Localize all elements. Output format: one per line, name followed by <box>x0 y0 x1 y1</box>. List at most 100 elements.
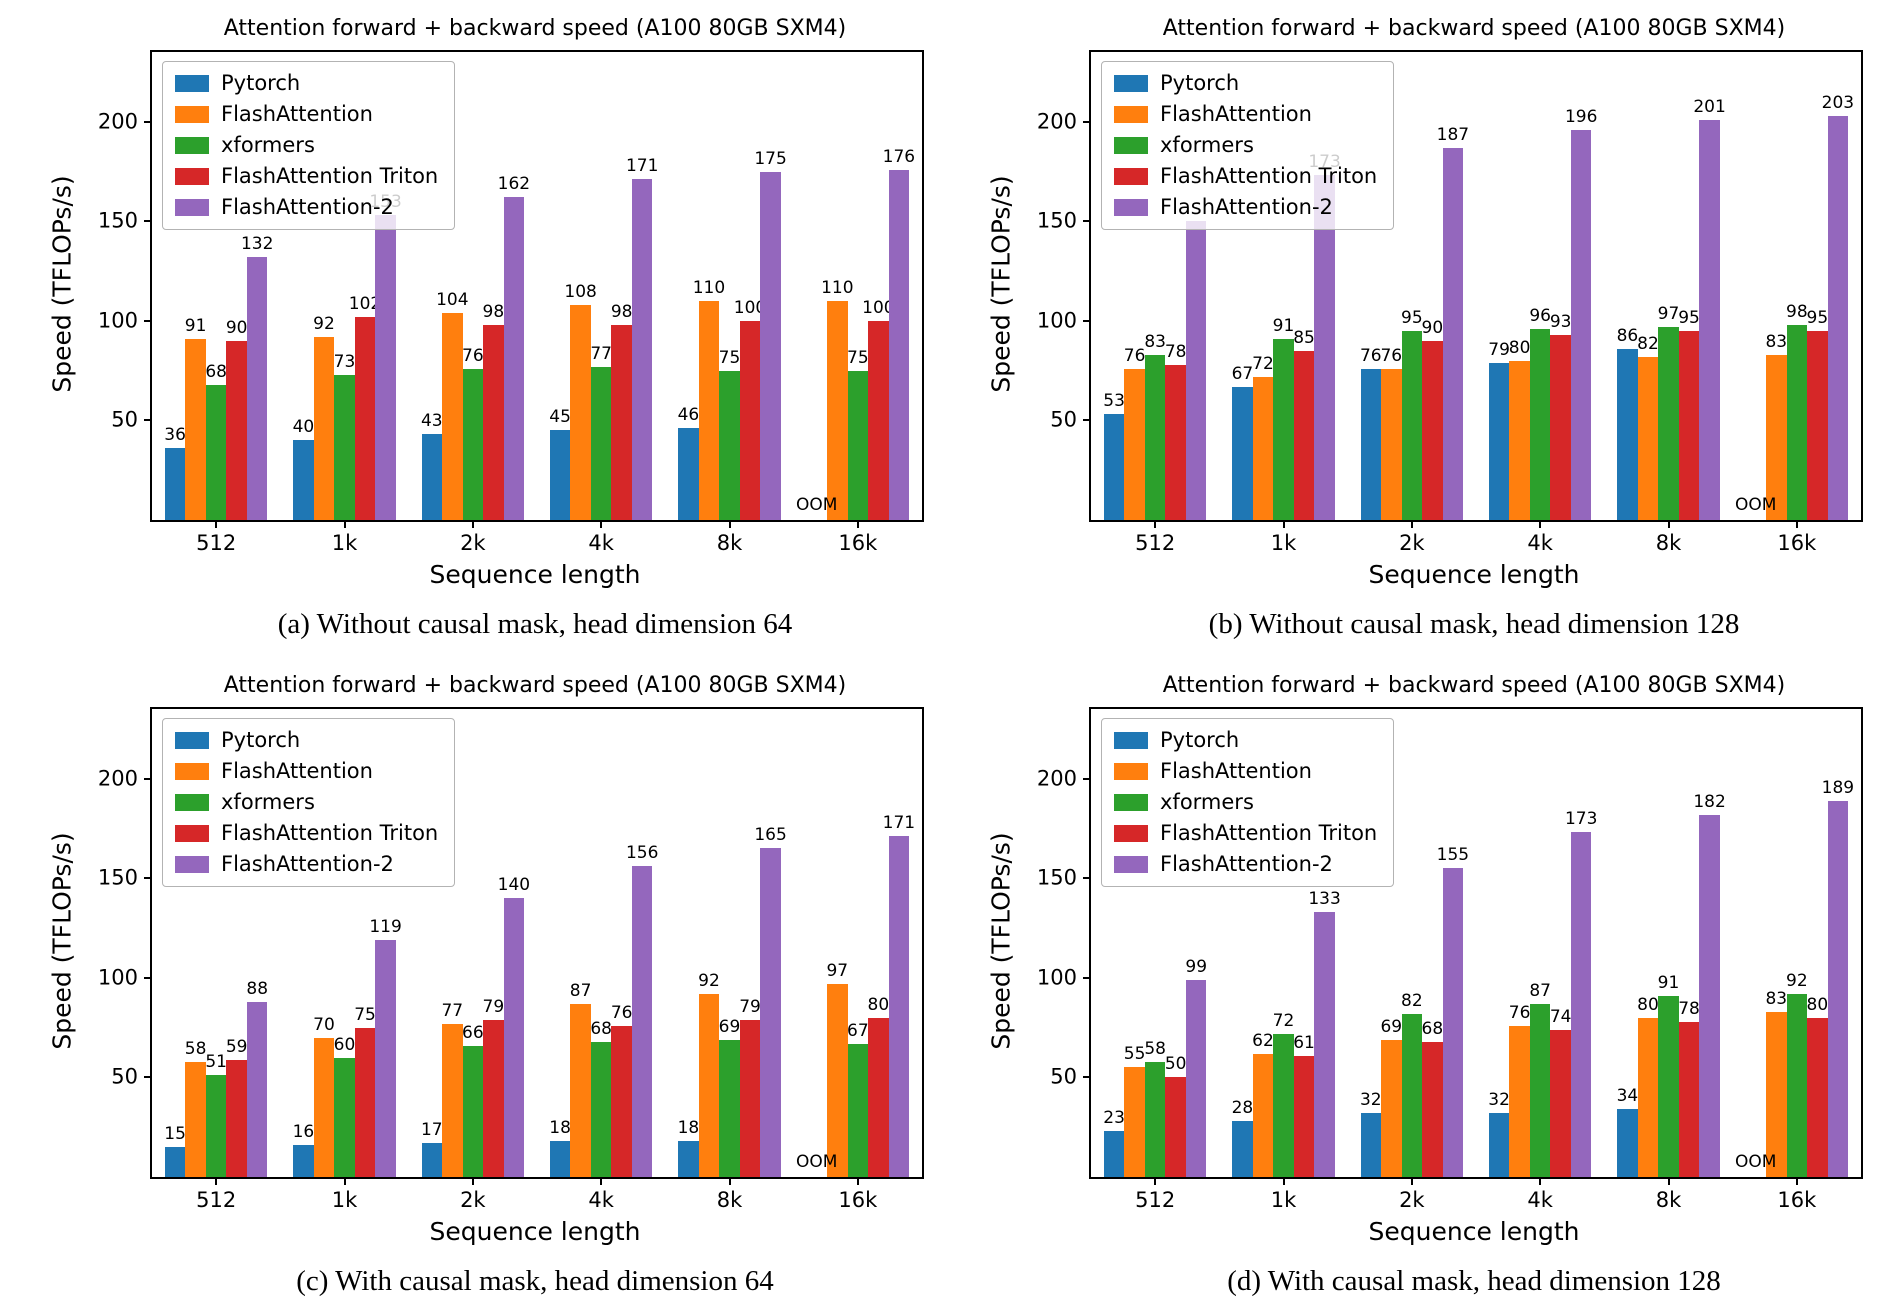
legend-swatch-flashattention-triton <box>175 825 209 842</box>
legend-swatch-flashattention <box>175 106 209 123</box>
bar-value-label: 87 <box>1529 980 1551 1001</box>
bar-value-label: 91 <box>1272 315 1295 336</box>
bar-flashattention-2k <box>1381 1039 1402 1177</box>
bar-value-label: 77 <box>441 1000 464 1021</box>
bar-value-label: 80 <box>1637 994 1659 1015</box>
y-tick-label: 200 <box>97 109 138 134</box>
bar-value-label: 73 <box>333 351 356 372</box>
legend-item-label: xformers <box>1160 790 1254 814</box>
legend-swatch-flashattention <box>175 763 209 780</box>
legend-item-flashattention-triton: FlashAttention Triton <box>175 823 438 844</box>
bar-xformers-512 <box>205 1075 227 1177</box>
bar-flashattention-2-4k <box>1570 832 1592 1177</box>
bar-flashattention-8k <box>698 300 720 520</box>
x-tick-mark <box>1667 1177 1670 1185</box>
legend-swatch-xformers <box>175 794 209 811</box>
y-tick-mark <box>1083 220 1091 223</box>
x-tick-mark <box>343 520 346 528</box>
x-tick-label: 16k <box>838 1188 878 1212</box>
x-tick-mark <box>471 1177 474 1185</box>
bar-flashattention-triton-16k <box>868 320 889 520</box>
bar-flashattention-2-8k <box>1699 119 1720 520</box>
y-tick-mark <box>1083 319 1091 322</box>
bar-flashattention-triton-2k <box>483 324 504 520</box>
bar-flashattention-2-8k <box>1699 814 1720 1177</box>
bar-flashattention-triton-16k <box>868 1017 889 1177</box>
bar-flashattention-2-512 <box>1185 979 1207 1177</box>
bar-flashattention-triton-1k <box>354 316 376 520</box>
bar-flashattention-2k <box>442 312 463 520</box>
legend-swatch-flashattention-triton <box>1114 825 1148 842</box>
y-tick-label: 50 <box>1050 1064 1077 1089</box>
bar-flashattention-2-512 <box>246 257 268 520</box>
bar-xformers-16k <box>1786 993 1808 1177</box>
x-tick-mark <box>471 520 474 528</box>
bar-value-label: 85 <box>1293 327 1315 348</box>
y-axis-label: Speed (TFLOPs/s) <box>986 175 1016 393</box>
bar-value-label: 76 <box>1380 345 1403 366</box>
bar-value-label: 46 <box>677 405 700 426</box>
x-tick-label: 4k <box>1527 531 1553 555</box>
bar-xformers-1k <box>1273 1033 1294 1177</box>
bar-pytorch-1k <box>293 1145 314 1177</box>
bar-value-label: 92 <box>313 313 335 334</box>
bar-xformers-8k <box>1658 995 1679 1177</box>
bar-value-label: 83 <box>1765 331 1788 352</box>
bar-value-label: 189 <box>1821 777 1855 798</box>
bar-flashattention-triton-1k <box>354 1027 376 1177</box>
legend-item-pytorch: Pytorch <box>175 730 438 751</box>
bar-value-label: 156 <box>625 843 659 864</box>
x-tick-label: 4k <box>1527 1188 1553 1212</box>
y-tick-mark <box>144 319 152 322</box>
x-tick-mark <box>728 520 731 528</box>
bar-flashattention-1k <box>1252 376 1274 520</box>
bar-flashattention-2-16k <box>1827 800 1849 1177</box>
bar-value-label: 16 <box>292 1122 315 1143</box>
x-tick-label: 8k <box>1655 531 1682 555</box>
bar-flashattention-4k <box>570 304 591 520</box>
x-tick-label: 16k <box>1777 531 1817 555</box>
x-tick-label: 16k <box>1777 1188 1817 1212</box>
bar-pytorch-512 <box>164 1147 186 1177</box>
bar-flashattention-2-4k <box>1570 129 1592 520</box>
bar-value-label: 75 <box>354 1004 376 1025</box>
bar-value-label: 97 <box>826 960 849 981</box>
bar-flashattention-triton-4k <box>611 1025 632 1177</box>
bar-value-label: 92 <box>698 970 720 991</box>
bar-flashattention-2-8k <box>760 848 781 1177</box>
bar-value-label: 133 <box>1308 889 1341 910</box>
legend-swatch-flashattention-2 <box>1114 856 1148 873</box>
x-tick-mark <box>856 520 859 528</box>
x-tick-mark <box>1410 1177 1413 1185</box>
bar-xformers-1k <box>334 1057 355 1177</box>
bar-flashattention-triton-512 <box>1165 364 1186 520</box>
y-tick-mark <box>144 777 152 780</box>
legend-item-label: FlashAttention-2 <box>221 195 394 219</box>
bar-value-label: 58 <box>1144 1038 1166 1059</box>
bar-value-label: 68 <box>1421 1018 1444 1039</box>
legend-item-flashattention: FlashAttention <box>1114 761 1377 782</box>
bar-flashattention-4k <box>1509 360 1530 520</box>
bar-pytorch-512 <box>1103 1131 1125 1177</box>
bar-value-label: 75 <box>718 347 741 368</box>
bar-value-label: 18 <box>677 1118 700 1139</box>
x-tick-mark <box>600 1177 603 1185</box>
legend-item-label: FlashAttention <box>221 102 373 126</box>
bar-flashattention-triton-1k <box>1293 1055 1315 1177</box>
bar-value-label: 95 <box>1401 307 1423 328</box>
subfigure-caption: (b) Without causal mask, head dimension … <box>1208 608 1740 640</box>
legend-item-xformers: xformers <box>1114 792 1377 813</box>
bar-xformers-2k <box>462 1045 484 1177</box>
bar-flashattention-triton-512 <box>1165 1077 1186 1177</box>
bar-value-label: 69 <box>1380 1016 1403 1037</box>
bar-xformers-8k <box>719 370 740 520</box>
bar-value-label: 90 <box>225 317 248 338</box>
y-tick-label: 150 <box>1036 865 1077 890</box>
bar-value-label: 67 <box>1231 363 1254 384</box>
legend-swatch-flashattention-2 <box>1114 199 1148 216</box>
y-tick-label: 150 <box>1036 208 1077 233</box>
legend-item-label: xformers <box>1160 133 1254 157</box>
y-tick-label: 50 <box>1050 407 1077 432</box>
bar-xformers-8k <box>719 1039 740 1177</box>
x-tick-label: 8k <box>716 531 743 555</box>
